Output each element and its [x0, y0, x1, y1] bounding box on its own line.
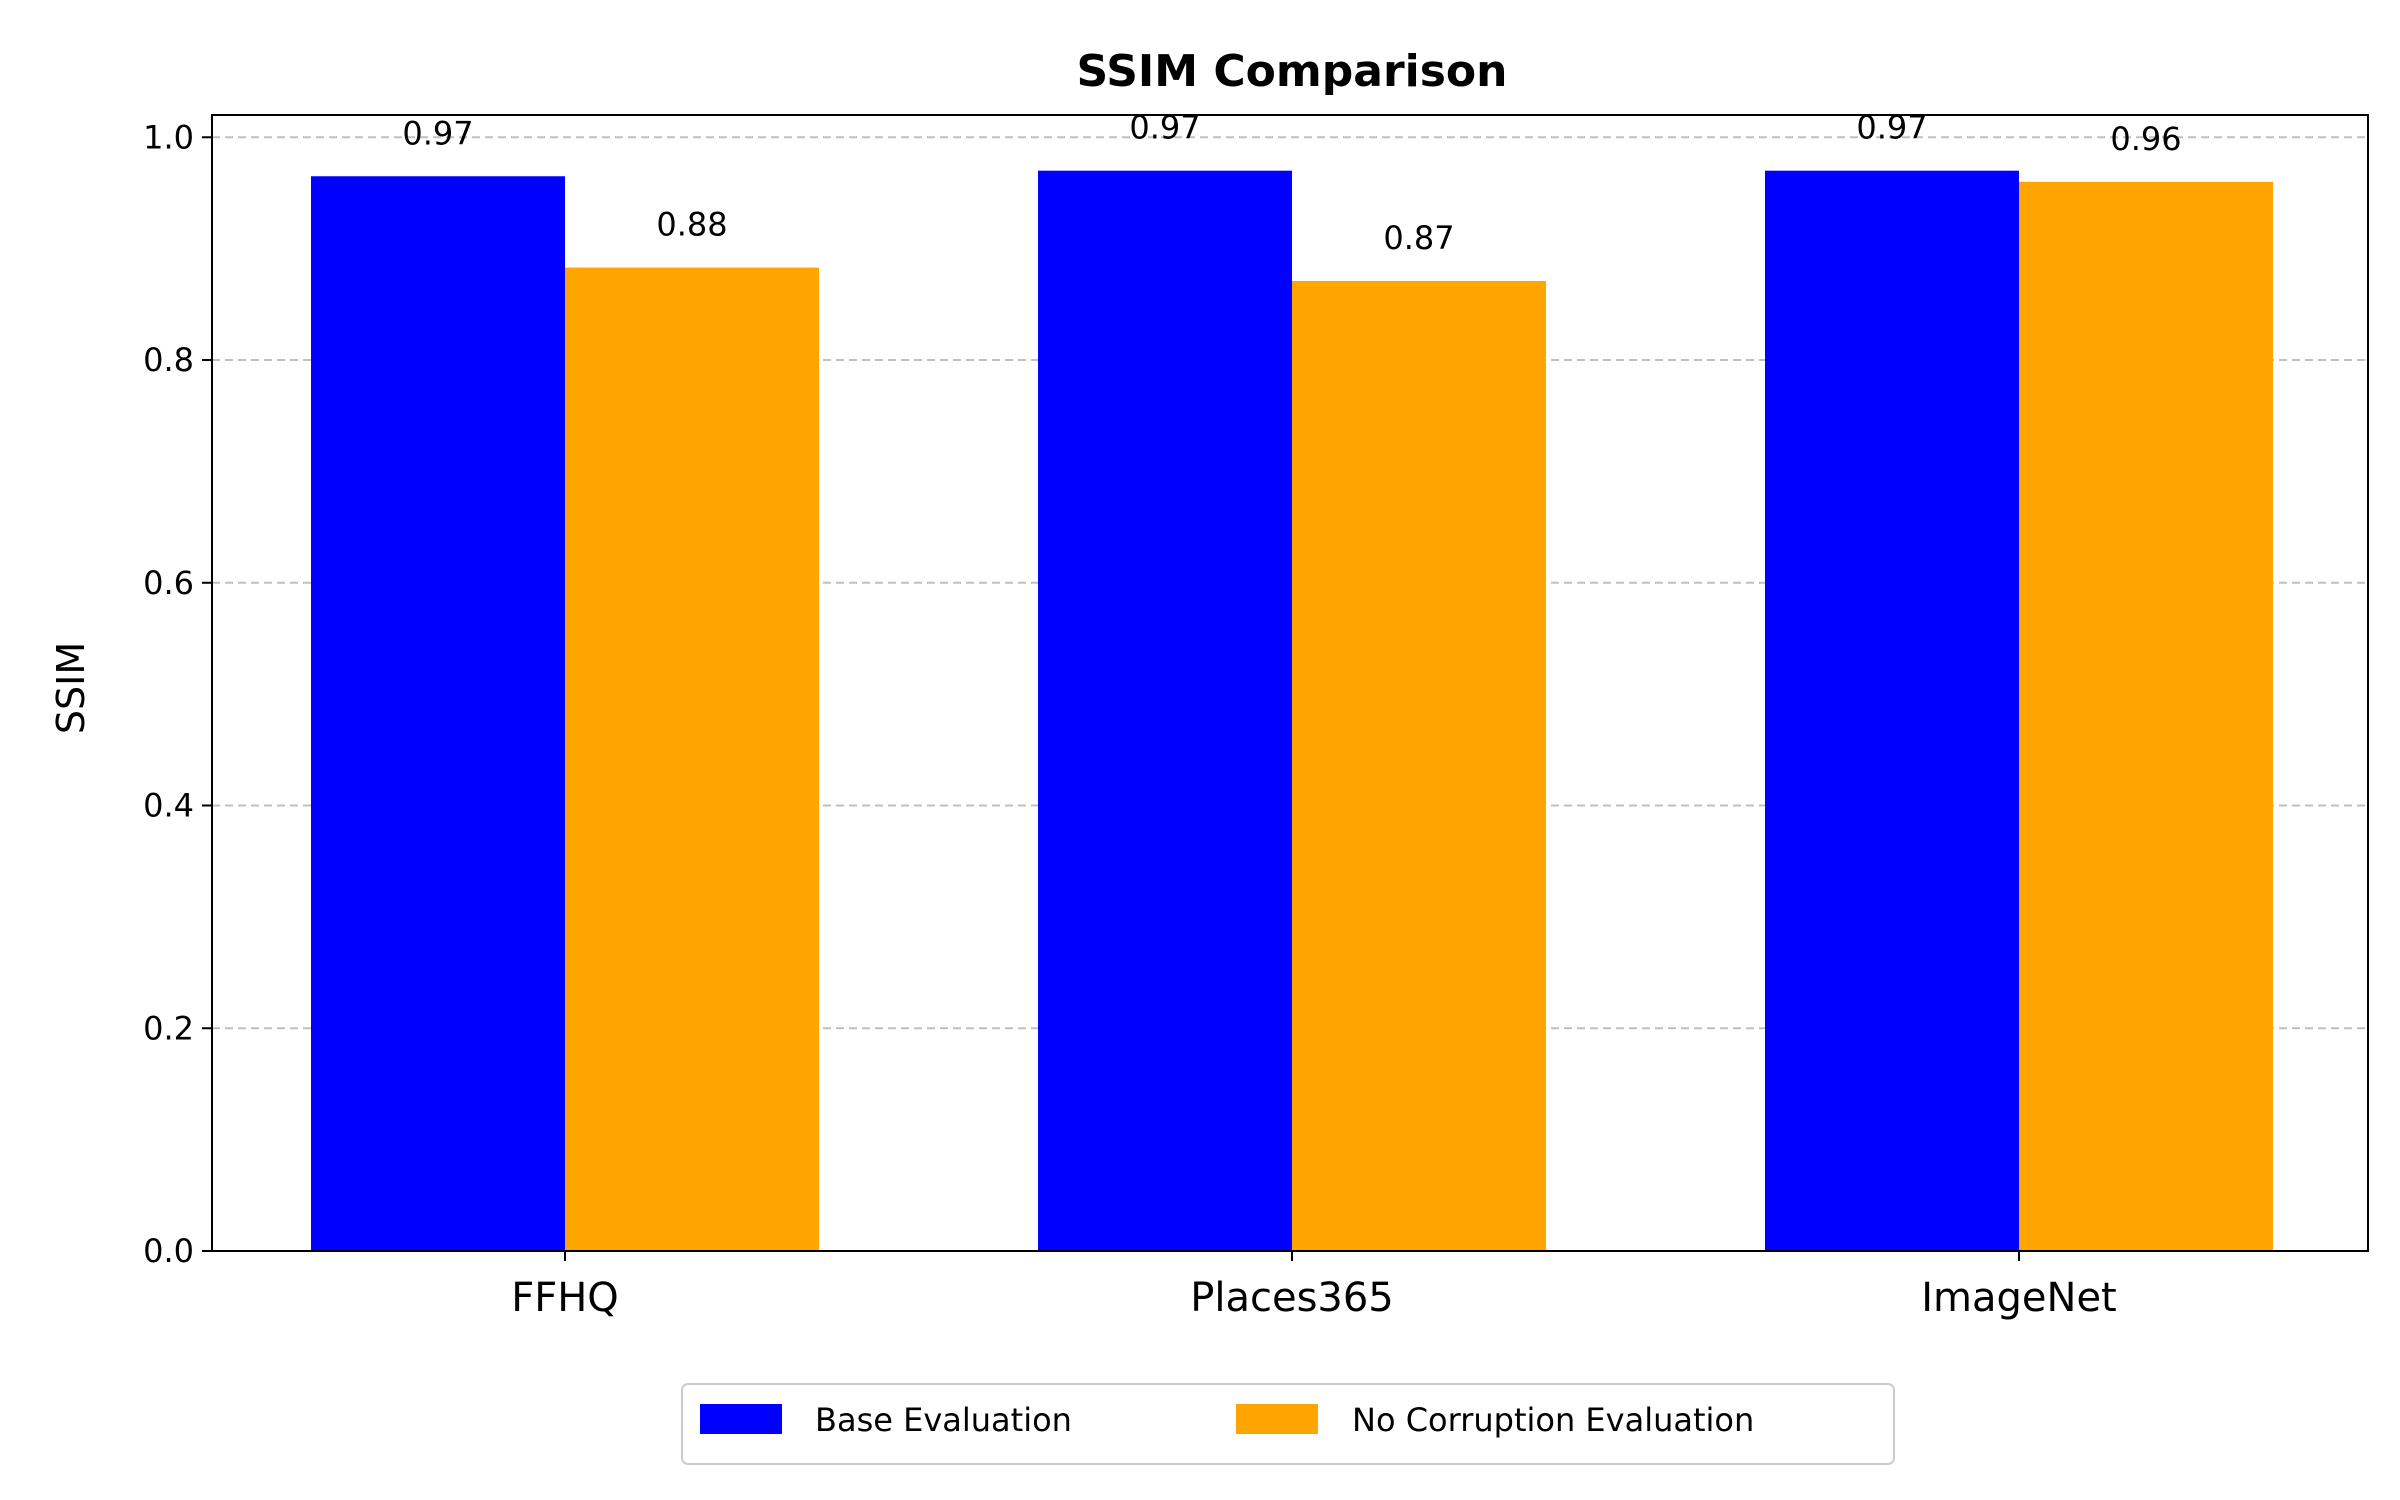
y-tick-label: 0.0: [143, 1232, 194, 1270]
plot-area-frame: [211, 114, 2369, 1252]
legend-label-base-evaluation: Base Evaluation: [815, 1401, 1072, 1439]
bar: [1292, 280, 1546, 1252]
x-tick-label: FFHQ: [511, 1275, 619, 1321]
bar-value-label: 0.96: [2110, 120, 2181, 158]
y-tick-label: 1.0: [143, 118, 194, 156]
chart-title: SSIM Comparison: [1077, 46, 1508, 97]
y-tick-label: 0.2: [143, 1009, 194, 1047]
bar-value-label: 0.87: [1383, 219, 1454, 257]
bar: [1765, 170, 2019, 1251]
y-axis-ticks: 0.0 0.2 0.4 0.6 0.8 1.0: [143, 118, 212, 1270]
legend: Base Evaluation No Corruption Evaluation: [681, 1383, 1895, 1465]
bar-value-label: 0.97: [402, 114, 473, 152]
x-tick-label: Places365: [1190, 1275, 1394, 1321]
y-axis-label: SSIM: [49, 642, 93, 734]
y-tick-label: 0.8: [143, 341, 194, 379]
y-tick-label: 0.6: [143, 564, 194, 602]
legend-swatch-base-evaluation: [700, 1404, 782, 1434]
x-tick-label: ImageNet: [1921, 1275, 2117, 1321]
legend-swatch-no-corruption-evaluation: [1236, 1404, 1318, 1434]
bar: [311, 176, 565, 1252]
bar: [2019, 181, 2273, 1252]
y-tick-label: 0.4: [143, 787, 194, 825]
x-axis-ticks: FFHQ Places365 ImageNet: [511, 1251, 2117, 1321]
bar: [565, 267, 819, 1251]
bar: [1038, 170, 1292, 1251]
legend-label-no-corruption-evaluation: No Corruption Evaluation: [1352, 1401, 1754, 1439]
bars: [311, 170, 2273, 1252]
bar-value-label: 0.88: [656, 206, 727, 244]
